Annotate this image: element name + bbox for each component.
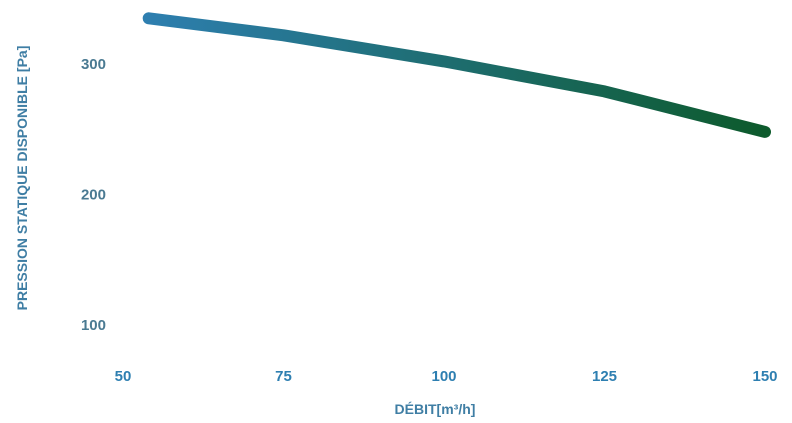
series-layer	[142, 12, 771, 138]
y-axis-title: PRESSION STATIQUE DISPONIBLE [Pa]	[14, 46, 30, 311]
vertical-gridlines	[118, 11, 770, 405]
x-tick-label-75: 75	[275, 368, 292, 385]
series-line-0	[142, 12, 771, 138]
x-tick-label-125: 125	[592, 368, 617, 385]
y-tick-label-100: 100	[81, 317, 106, 334]
x-tick-label-150: 150	[752, 368, 777, 385]
x-tick-label-50: 50	[115, 368, 132, 385]
x-tick-label-100: 100	[431, 368, 456, 385]
y-tick-label-200: 200	[81, 187, 106, 204]
y-tick-labels: 100 200 300	[81, 56, 106, 334]
x-tick-labels: 50 75 100 125 150	[115, 368, 778, 385]
y-tick-label-300: 300	[81, 56, 106, 73]
x-axis-title: DÉBIT[m³/h]	[395, 401, 476, 417]
